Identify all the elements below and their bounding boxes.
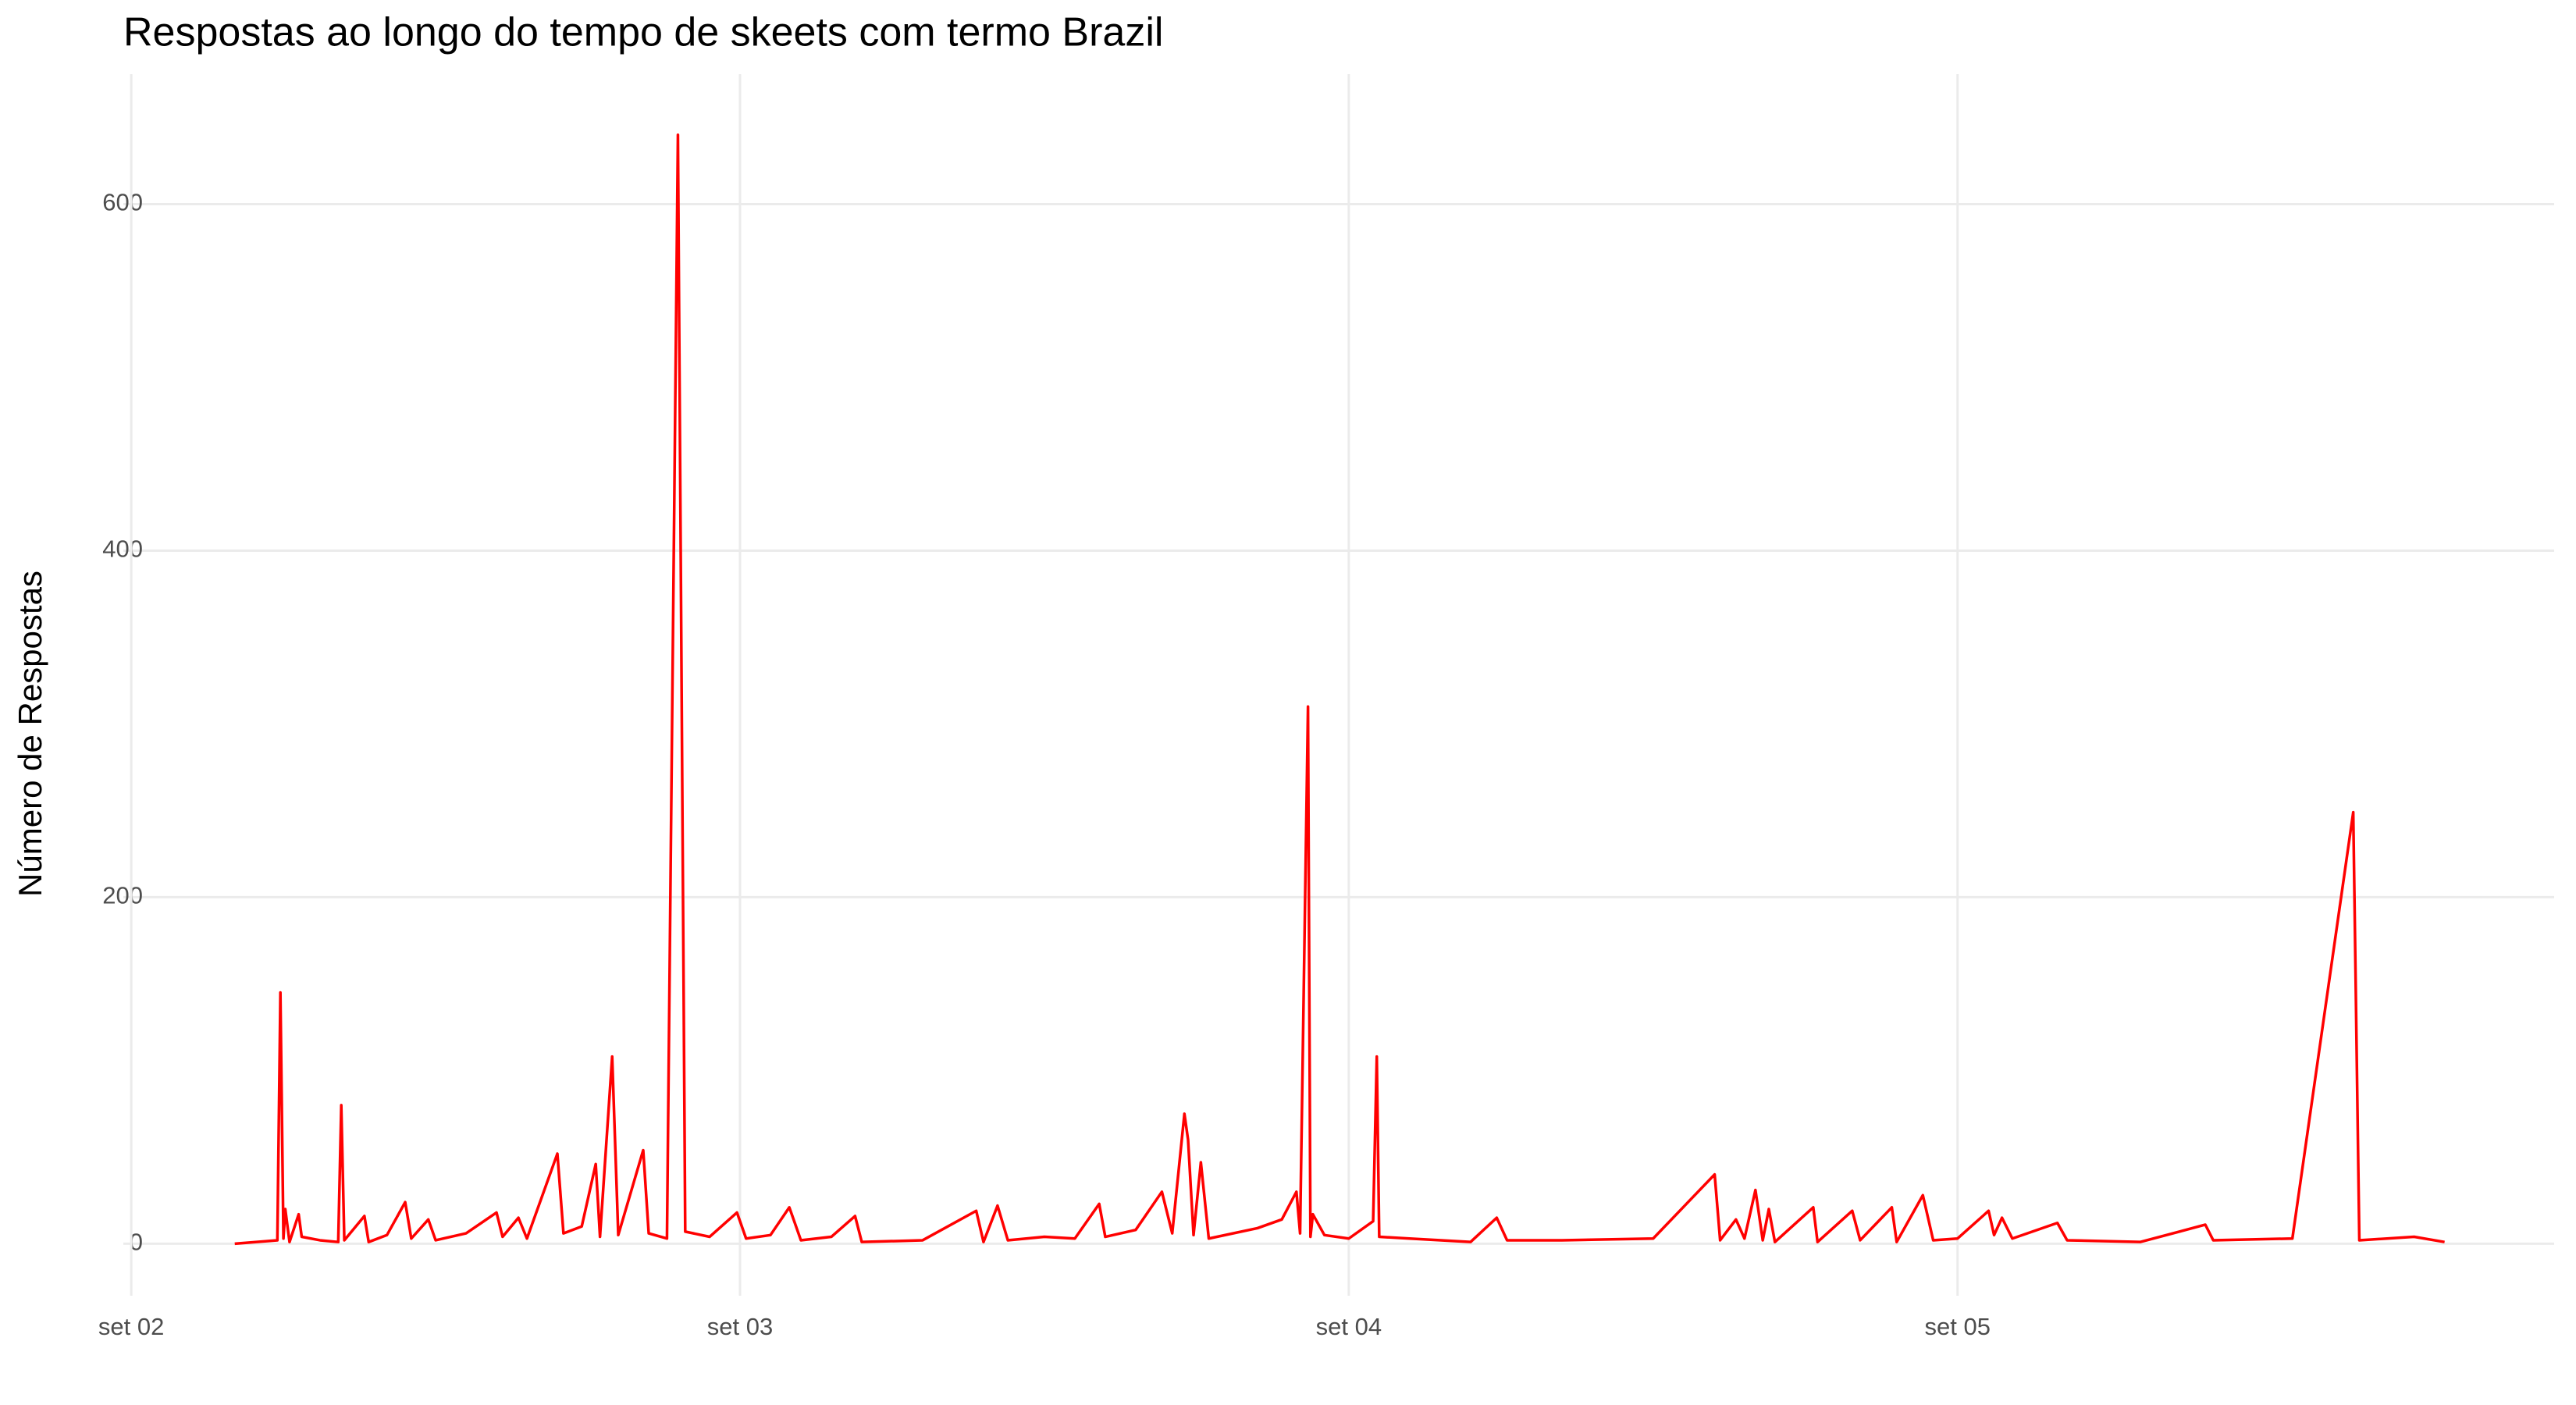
y-tick-label: 0 [130, 1229, 143, 1256]
x-tick-label: set 04 [1316, 1313, 1382, 1340]
y-tick-label: 400 [102, 535, 143, 563]
y-tick-label: 600 [102, 189, 143, 216]
x-tick-label: set 02 [98, 1313, 164, 1340]
y-axis-label: Número de Respostas [12, 571, 48, 897]
x-tick-label: set 03 [707, 1313, 773, 1340]
x-tick-label: set 05 [1925, 1313, 1991, 1340]
chart-title: Respostas ao longo do tempo de skeets co… [123, 10, 1163, 55]
y-tick-label: 200 [102, 882, 143, 909]
data-line [234, 133, 2445, 1246]
